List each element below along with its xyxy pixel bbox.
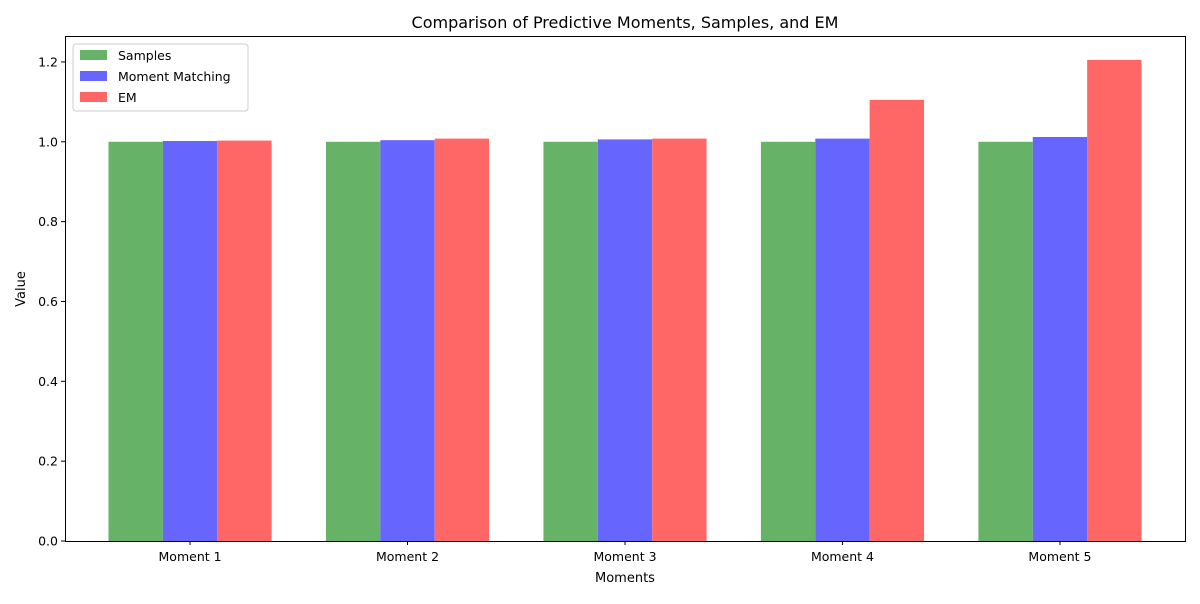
bar-em-2 (434, 138, 490, 541)
y-tick-label: 0.8 (38, 214, 58, 229)
x-tick-label: Moment 1 (159, 549, 222, 564)
y-tick-label: 1.0 (38, 134, 58, 149)
legend: Samples Moment Matching EM (72, 43, 249, 112)
chart-title: Comparison of Predictive Moments, Sample… (412, 13, 839, 32)
bar-moment-matching-1 (162, 140, 218, 542)
bars-layer (108, 59, 1142, 542)
y-tick-label: 0.2 (38, 454, 58, 469)
x-tick-label: Moment 3 (593, 549, 656, 564)
y-axis-ticks: 0.0 0.2 0.4 0.6 0.8 1.0 1.2 (38, 54, 65, 549)
legend-label-samples: Samples (118, 48, 171, 63)
bar-em-3 (652, 138, 707, 541)
x-tick-label: Moment 5 (1028, 549, 1091, 564)
legend-box (72, 43, 249, 112)
legend-swatch-samples (80, 50, 107, 60)
x-tick-label: Moment 4 (811, 549, 874, 564)
x-tick-label: Moment 2 (376, 549, 439, 564)
bar-moment-matching-5 (1032, 137, 1088, 541)
y-axis-label: Value (14, 271, 29, 307)
bar-samples-1 (108, 141, 163, 542)
bar-em-5 (1087, 59, 1142, 541)
legend-swatch-moment-matching (80, 71, 107, 81)
legend-label-moment-matching: Moment Matching (118, 69, 231, 84)
bar-samples-4 (760, 141, 816, 542)
bar-samples-5 (978, 141, 1033, 542)
legend-label-em: EM (118, 90, 137, 105)
bar-moment-matching-4 (815, 138, 870, 541)
y-tick-label: 0.0 (38, 534, 58, 549)
bar-samples-2 (325, 141, 381, 542)
bar-em-4 (869, 99, 925, 542)
bar-em-1 (217, 140, 272, 541)
x-axis-label: Moments (595, 571, 655, 586)
x-axis-ticks: Moment 1 Moment 2 Moment 3 Moment 4 Moment 5 (159, 541, 1091, 564)
y-tick-label: 1.2 (38, 54, 58, 69)
bar-moment-matching-2 (380, 140, 435, 541)
y-tick-label: 0.4 (38, 374, 58, 389)
bar-samples-3 (543, 141, 598, 542)
bar-moment-matching-3 (597, 139, 653, 541)
legend-swatch-em (80, 92, 107, 102)
y-tick-label: 0.6 (38, 294, 58, 309)
